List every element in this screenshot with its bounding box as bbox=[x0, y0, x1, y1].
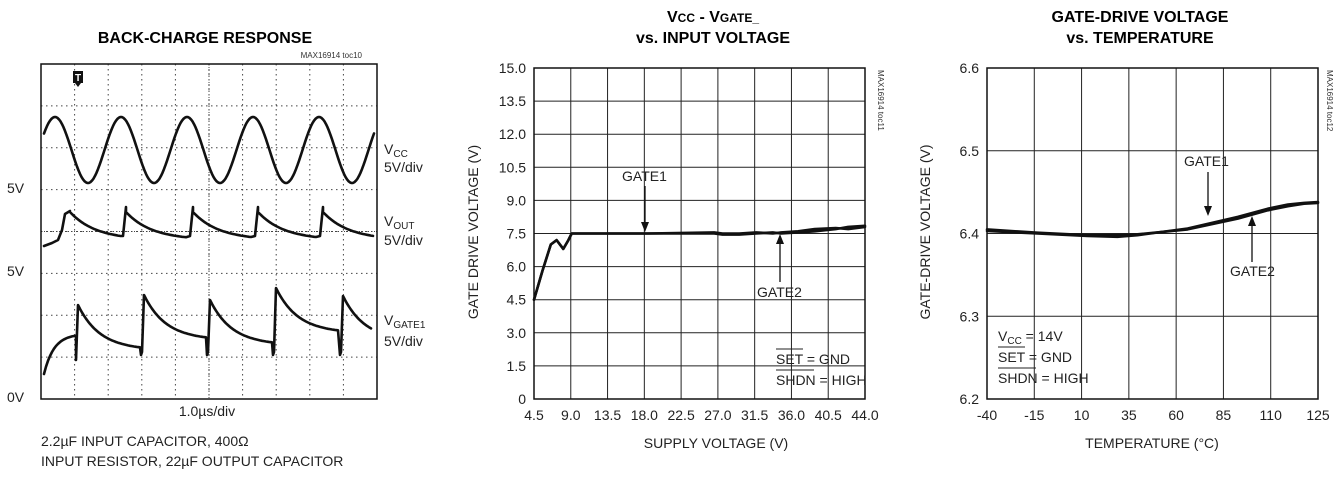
chart2-ytick: 4.5 bbox=[507, 292, 527, 308]
chart3-ytick: 6.3 bbox=[960, 308, 980, 324]
chart2-gate1-arrowhead bbox=[641, 222, 649, 232]
chart2-series-gate2 bbox=[532, 225, 867, 301]
chart2-ytick: 1.5 bbox=[507, 358, 527, 374]
trigger-marker-box bbox=[73, 71, 83, 83]
chart3-gate1-label: GATE1 bbox=[1184, 153, 1229, 169]
chart2-ticks: 4.5 9.0 13.5 18.0 22.5 27.0 31.5 36.0 40.5 44.0 0 1… bbox=[499, 60, 879, 423]
chart2-ytick: 7.5 bbox=[507, 226, 527, 242]
chart1-level-label-3: 0V bbox=[7, 389, 25, 405]
chart1-trigger-marker: T bbox=[73, 71, 83, 87]
chart2-ylabel: GATE DRIVE VOLTAGE (V) bbox=[465, 145, 481, 319]
series-label-vcc: VCC bbox=[384, 141, 408, 160]
chart3-ticks: -40 -15 10 35 60 85 110 125 6.2 6.3 6.4 6.5 6.6 bbox=[960, 60, 1330, 423]
chart2-xtick: 44.0 bbox=[851, 407, 878, 423]
chart2-ytick: 6.0 bbox=[507, 259, 527, 275]
series-scale-vout: 5V/div bbox=[384, 232, 423, 248]
chart3-lines bbox=[985, 200, 1320, 239]
chart3-xtick: 10 bbox=[1074, 407, 1090, 423]
chart1-traces bbox=[42, 115, 376, 376]
chart2-xtick: 40.5 bbox=[815, 407, 842, 423]
chart3-ytick: 6.2 bbox=[960, 391, 980, 407]
chart2-ytick: 12.0 bbox=[499, 126, 526, 142]
chart3-note-shdn: SHDN = HIGH bbox=[998, 370, 1089, 386]
chart2-title-line2: vs. INPUT VOLTAGE bbox=[636, 30, 790, 47]
chart2-ytick: 15.0 bbox=[499, 60, 526, 76]
chart3-xtick: 60 bbox=[1168, 407, 1184, 423]
chart3-title: GATE-DRIVE VOLTAGE bbox=[1052, 9, 1229, 26]
chart3-xtick: -15 bbox=[1024, 407, 1044, 423]
trigger-marker-arrow bbox=[75, 83, 81, 87]
chart1-frame bbox=[40, 63, 378, 400]
chart2-xtick: 22.5 bbox=[667, 407, 694, 423]
chart2-note-set: SET = GND bbox=[776, 351, 850, 367]
trigger-marker-label: T bbox=[75, 73, 81, 84]
chart3-gate2-arrowhead bbox=[1248, 216, 1256, 226]
chart2-ytick: 9.0 bbox=[507, 192, 527, 208]
chart3-xtick: 85 bbox=[1216, 407, 1232, 423]
chart3-gate2-label: GATE2 bbox=[1230, 263, 1275, 279]
chart2-ytick: 10.5 bbox=[499, 159, 526, 175]
chart2-gate1-label: GATE1 bbox=[622, 168, 667, 184]
chart3-note-vcc: VCC = 14V bbox=[998, 328, 1063, 347]
chart3-series-gate2 bbox=[985, 200, 1320, 239]
chart1-caption-line2: INPUT RESISTOR, 22µF OUTPUT CAPACITOR bbox=[41, 453, 343, 469]
chart2-gate2-label: GATE2 bbox=[757, 284, 802, 300]
series-label-vout: VOUT bbox=[384, 213, 414, 232]
chart2-xlabel: SUPPLY VOLTAGE (V) bbox=[644, 435, 788, 451]
chart3-xtick: 35 bbox=[1121, 407, 1137, 423]
chart1-code: MAX16914 toc10 bbox=[301, 51, 363, 60]
chart2-ytick: 3.0 bbox=[507, 325, 527, 341]
chart2-xtick: 36.0 bbox=[778, 407, 805, 423]
chart2-series-gate1 bbox=[532, 224, 867, 301]
chart2-note-shdn: SHDN = HIGH bbox=[776, 372, 867, 388]
chart2-code: MAX16914 toc11 bbox=[876, 70, 885, 131]
chart3-ytick: 6.5 bbox=[960, 143, 980, 159]
chart2-ytick: 13.5 bbox=[499, 93, 526, 109]
chart2-frame bbox=[533, 67, 866, 400]
chart1-level-label-2: 5V bbox=[7, 263, 25, 279]
chart2-xtick: 27.0 bbox=[704, 407, 731, 423]
chart-back-charge-response: BACK-CHARGE RESPONSE MAX16914 toc10 T 5V… bbox=[7, 30, 426, 469]
chart3-frame bbox=[986, 67, 1319, 400]
chart2-lines bbox=[532, 224, 867, 301]
chart3-xlabel: TEMPERATURE (°C) bbox=[1085, 435, 1219, 451]
chart3-xtick: 125 bbox=[1306, 407, 1330, 423]
chart1-caption-line1: 2.2µF INPUT CAPACITOR, 400Ω bbox=[41, 433, 249, 449]
chart2-title: VCC - VGATE_ bbox=[667, 9, 759, 26]
series-label-vgate1: VGATE1 bbox=[384, 312, 426, 331]
chart3-ytick: 6.6 bbox=[960, 60, 980, 76]
chart3-code: MAX16914 toc12 bbox=[1325, 70, 1334, 132]
trace-vgate1 bbox=[42, 286, 373, 376]
trace-vcc bbox=[42, 115, 376, 185]
chart2-xtick: 18.0 bbox=[631, 407, 658, 423]
chart2-xtick: 4.5 bbox=[524, 407, 544, 423]
chart3-note-set: SET = GND bbox=[998, 349, 1072, 365]
chart3-xtick: -40 bbox=[977, 407, 997, 423]
chart2-grid bbox=[534, 68, 865, 399]
trace-vout bbox=[42, 205, 375, 248]
chart3-gate1-arrowhead bbox=[1204, 206, 1212, 216]
chart3-ytick: 6.4 bbox=[960, 226, 980, 242]
chart2-xtick: 9.0 bbox=[561, 407, 581, 423]
chart3-ylabel: GATE-DRIVE VOLTAGE (V) bbox=[917, 144, 933, 319]
chart2-xtick: 31.5 bbox=[741, 407, 768, 423]
series-scale-vcc: 5V/div bbox=[384, 159, 423, 175]
chart2-xtick: 13.5 bbox=[594, 407, 621, 423]
chart2-ytick: 0 bbox=[518, 391, 526, 407]
chart2-gate2-arrowhead bbox=[776, 234, 784, 244]
chart3-title-line2: vs. TEMPERATURE bbox=[1066, 30, 1214, 47]
chart-gate-drive-vs-temperature: GATE-DRIVE VOLTAGE vs. TEMPERATURE MAX16… bbox=[917, 9, 1334, 451]
chart1-level-label-1: 5V bbox=[7, 180, 25, 196]
series-scale-vgate1: 5V/div bbox=[384, 333, 423, 349]
chart3-xtick: 110 bbox=[1260, 407, 1283, 423]
chart1-xlabel: 1.0µs/div bbox=[179, 403, 235, 419]
chart-vcc-vgate-vs-input: VCC - VGATE_ vs. INPUT VOLTAGE MAX16914 … bbox=[465, 9, 885, 451]
chart1-title: BACK-CHARGE RESPONSE bbox=[98, 30, 313, 47]
